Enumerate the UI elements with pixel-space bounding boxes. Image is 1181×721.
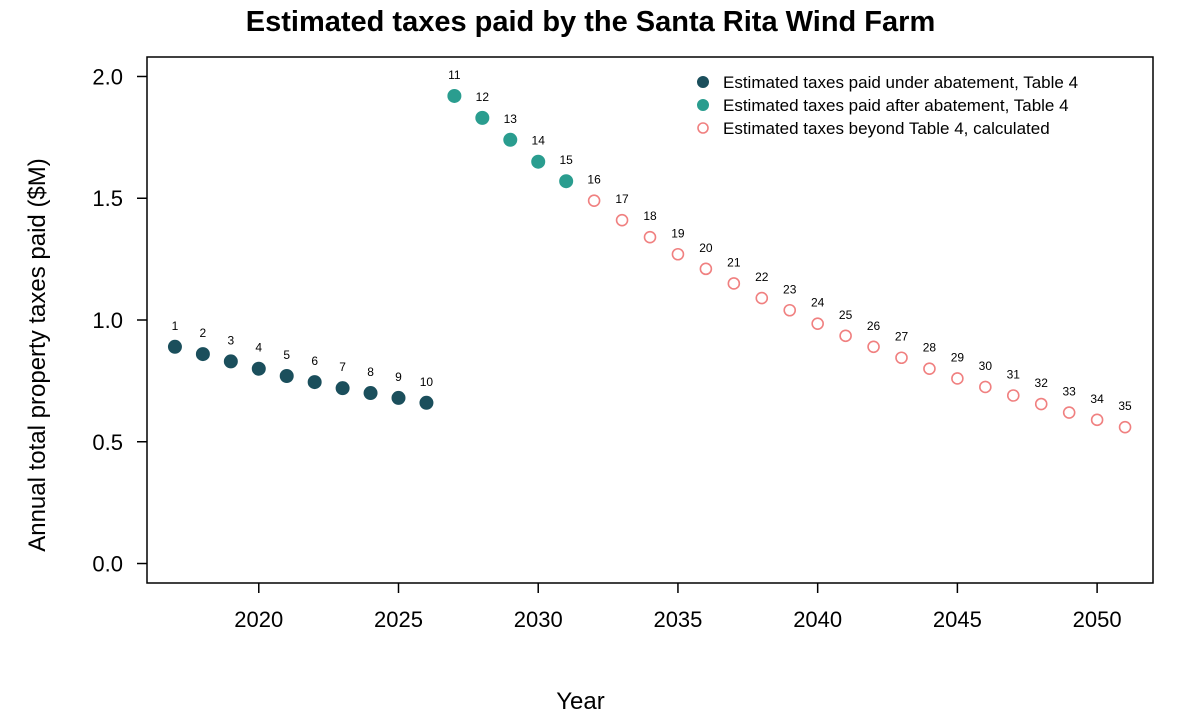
x-axis-label: Year	[556, 688, 605, 715]
x-tick-label: 2025	[374, 607, 423, 632]
data-label: 15	[559, 153, 573, 167]
data-label: 32	[1035, 376, 1049, 390]
data-label: 11	[448, 68, 461, 82]
data-point	[811, 317, 824, 330]
y-tick-label: 2.0	[92, 64, 123, 89]
data-label: 25	[839, 308, 853, 322]
data-point	[1034, 397, 1048, 411]
data-label: 28	[923, 341, 937, 355]
data-label: 27	[895, 330, 909, 344]
data-point	[1090, 413, 1104, 427]
legend-marker	[697, 122, 709, 134]
data-label: 8	[367, 365, 374, 379]
x-tick-label: 2020	[234, 607, 283, 632]
y-tick-label: 0.5	[92, 430, 123, 455]
legend-label: Estimated taxes paid under abatement, Ta…	[723, 73, 1078, 92]
data-label: 13	[504, 112, 518, 126]
data-point	[783, 303, 797, 317]
data-point	[867, 340, 880, 354]
legend-label: Estimated taxes paid after abatement, Ta…	[723, 96, 1069, 115]
data-label: 2	[200, 326, 207, 340]
data-point	[895, 351, 908, 365]
legend-label: Estimated taxes beyond Table 4, calculat…	[723, 119, 1050, 138]
data-point	[643, 230, 657, 244]
data-label: 12	[476, 90, 490, 104]
data-point	[363, 386, 378, 401]
data-label: 10	[420, 375, 434, 389]
data-point	[699, 262, 713, 276]
data-label: 35	[1118, 399, 1132, 413]
data-point	[223, 354, 238, 369]
axis-ticks: 2020 2025 2030 2035 2040 2045 20500.00.51.01.5…	[92, 64, 1121, 632]
data-point	[251, 361, 266, 376]
data-point	[195, 347, 210, 362]
data-point	[475, 110, 490, 125]
data-point	[335, 381, 350, 396]
data-label: 19	[671, 226, 685, 240]
data-point	[979, 380, 992, 394]
x-tick-label: 2030	[514, 607, 563, 632]
data-label: 20	[699, 241, 713, 255]
data-point	[167, 339, 182, 354]
x-tick-label: 2035	[653, 607, 702, 632]
data-label: 3	[227, 333, 234, 347]
data-label: 6	[311, 354, 318, 368]
data-point	[587, 194, 601, 207]
legend: Estimated taxes paid under abatement, Ta…	[697, 73, 1078, 138]
data-point	[951, 372, 964, 385]
data-point	[419, 395, 434, 410]
data-label: 31	[1007, 367, 1021, 381]
data-point	[279, 369, 294, 384]
data-point	[671, 247, 685, 261]
chart-title: Estimated taxes paid by the Santa Rita W…	[245, 6, 936, 38]
data-point	[727, 277, 741, 290]
y-tick-label: 1.5	[92, 186, 123, 211]
data-label: 18	[643, 209, 657, 223]
data-point	[447, 88, 462, 103]
data-point	[531, 154, 546, 169]
data-point	[559, 174, 574, 189]
y-tick-label: 0.0	[92, 552, 123, 577]
data-label: 4	[255, 341, 262, 355]
data-point	[1062, 406, 1076, 419]
data-label: 9	[395, 370, 402, 384]
data-point	[1006, 389, 1020, 402]
data-label: 34	[1090, 392, 1104, 406]
data-label: 23	[783, 282, 797, 296]
legend-marker	[697, 76, 709, 88]
data-point	[755, 291, 769, 305]
data-label: 22	[755, 270, 769, 284]
data-label: 17	[615, 192, 629, 206]
x-tick-label: 2050	[1073, 607, 1122, 632]
data-label: 30	[979, 359, 993, 373]
data-point	[839, 329, 852, 343]
data-label: 26	[867, 319, 881, 333]
data-label: 7	[339, 360, 346, 374]
data-label: 14	[532, 134, 546, 148]
data-label: 5	[283, 348, 290, 362]
data-label: 1	[172, 319, 179, 333]
x-tick-label: 2045	[933, 607, 982, 632]
data-point	[1118, 420, 1132, 434]
data-point	[923, 362, 936, 376]
data-point	[503, 132, 518, 147]
data-label: 29	[951, 350, 965, 364]
data-label: 21	[727, 255, 741, 269]
data-label: 16	[587, 173, 601, 187]
data-label: 24	[811, 296, 825, 310]
x-tick-label: 2040	[793, 607, 842, 632]
data-point	[307, 375, 322, 390]
data-label: 33	[1062, 385, 1076, 399]
data-point	[391, 390, 406, 405]
legend-marker	[697, 99, 709, 111]
y-tick-label: 1.0	[92, 308, 123, 333]
data-point	[615, 213, 629, 227]
